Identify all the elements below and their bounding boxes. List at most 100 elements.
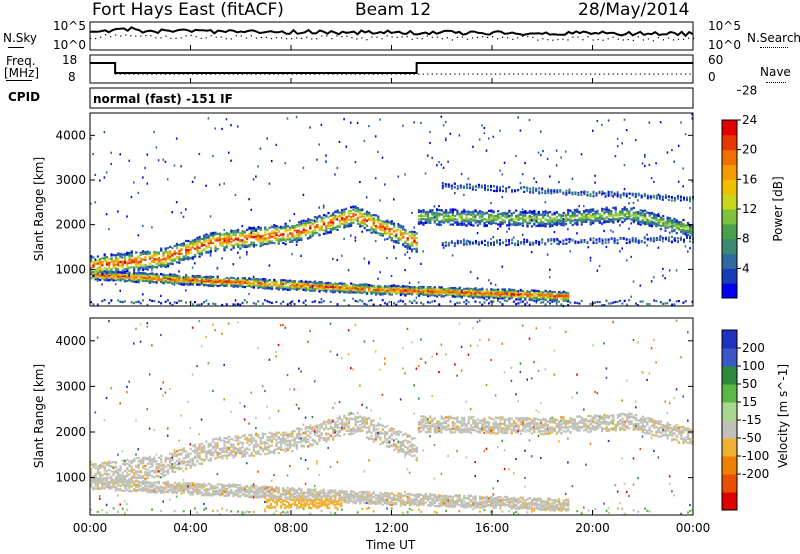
heatmap-cell (218, 282, 222, 285)
heatmap-cell (182, 280, 185, 283)
heatmap-cell (311, 287, 314, 290)
nave-dot (504, 73, 506, 75)
heatmap-cell (589, 302, 592, 306)
heatmap-cell (490, 217, 493, 220)
heatmap-cell (162, 255, 165, 258)
heatmap-cell (112, 279, 115, 282)
heatmap-cell (341, 254, 343, 257)
heatmap-cell (544, 290, 547, 293)
heatmap-cell (103, 271, 106, 274)
heatmap-cell (372, 231, 375, 234)
heatmap-cell (497, 299, 499, 302)
heatmap-cell (458, 301, 461, 304)
heatmap-cell (368, 262, 370, 265)
nave-dot (169, 73, 171, 75)
heatmap-cell (164, 300, 167, 303)
heatmap-cell (395, 234, 397, 237)
heatmap-cell (148, 257, 151, 260)
heatmap-cell (295, 283, 298, 287)
heatmap-cell (345, 287, 348, 290)
heatmap-cell (189, 249, 192, 252)
heatmap-cell (130, 301, 133, 304)
heatmap-cell (164, 280, 167, 283)
heatmap-cell (472, 215, 475, 218)
heatmap-cell (607, 214, 610, 217)
heatmap-cell (411, 301, 414, 304)
heatmap-cell (503, 219, 506, 222)
nave-dot (576, 73, 578, 75)
heatmap-cell (117, 253, 120, 256)
heatmap-cell (384, 285, 387, 288)
heatmap-cell (227, 283, 231, 286)
heatmap-cell (212, 275, 215, 279)
heatmap-cell (390, 293, 393, 296)
heatmap-cell (524, 292, 527, 295)
heatmap-cell (96, 275, 99, 278)
heatmap-cell (268, 182, 271, 185)
heatmap-cell (225, 233, 228, 236)
heatmap-cell (422, 215, 425, 218)
heatmap-cell (438, 223, 441, 226)
nave-dot (309, 73, 311, 75)
heatmap-cell (119, 300, 122, 303)
nave-dot (363, 73, 366, 75)
heatmap-cell (521, 216, 525, 219)
noise-search-dot (250, 35, 252, 37)
heatmap-cell (110, 260, 113, 263)
heatmap-cell (601, 223, 603, 226)
heatmap-cell (221, 238, 224, 241)
noise-search-dot (557, 39, 559, 41)
heatmap-cell (295, 243, 298, 246)
heatmap-cell (325, 290, 328, 293)
heatmap-cell (370, 214, 373, 217)
heatmap-cell (436, 212, 439, 215)
heatmap-cell (408, 289, 411, 292)
noise-search-dot (662, 39, 665, 41)
noise-search-dot (185, 35, 187, 37)
heatmap-cell (105, 275, 108, 278)
heatmap-cell (535, 224, 538, 228)
heatmap-cell (139, 278, 142, 281)
heatmap-cell (381, 293, 384, 296)
heatmap-cell (266, 287, 269, 290)
heatmap-cell (275, 143, 277, 146)
heatmap-cell (361, 215, 364, 218)
heatmap-cell (494, 214, 497, 217)
heatmap-cell (103, 269, 106, 273)
heatmap-cell (119, 153, 121, 156)
heatmap-cell (397, 175, 400, 178)
heatmap-cell (469, 223, 473, 226)
heatmap-cell (286, 233, 289, 237)
heatmap-cell (478, 295, 482, 298)
heatmap-cell (354, 287, 357, 290)
heatmap-cell (558, 292, 561, 295)
nave-dot (617, 73, 619, 75)
heatmap-cell (175, 256, 179, 259)
heatmap-cell (433, 220, 436, 223)
heatmap-cell (180, 243, 183, 246)
heatmap-cell (594, 174, 596, 177)
heatmap-cell (417, 294, 421, 297)
heatmap-cell (395, 235, 398, 239)
heatmap-cell (223, 282, 226, 285)
heatmap-cell (191, 303, 194, 306)
heatmap-cell (334, 289, 337, 292)
heatmap-cell (528, 219, 531, 222)
heatmap-cell (101, 257, 104, 260)
heatmap-cell (508, 222, 511, 225)
nave-dot (657, 73, 660, 75)
heatmap-cell (166, 278, 170, 281)
heatmap-cell (592, 215, 595, 218)
heatmap-cell (519, 213, 522, 216)
heatmap-cell (517, 296, 520, 299)
nave-dot (305, 73, 307, 75)
heatmap-cell (164, 274, 167, 277)
heatmap-cell (551, 293, 554, 296)
heatmap-cell (282, 287, 285, 290)
heatmap-cell (293, 283, 296, 286)
heatmap-cell (508, 210, 511, 214)
heatmap-cell (549, 268, 551, 271)
heatmap-cell (469, 218, 473, 221)
heatmap-cell (334, 173, 336, 176)
heatmap-cell (558, 243, 560, 246)
